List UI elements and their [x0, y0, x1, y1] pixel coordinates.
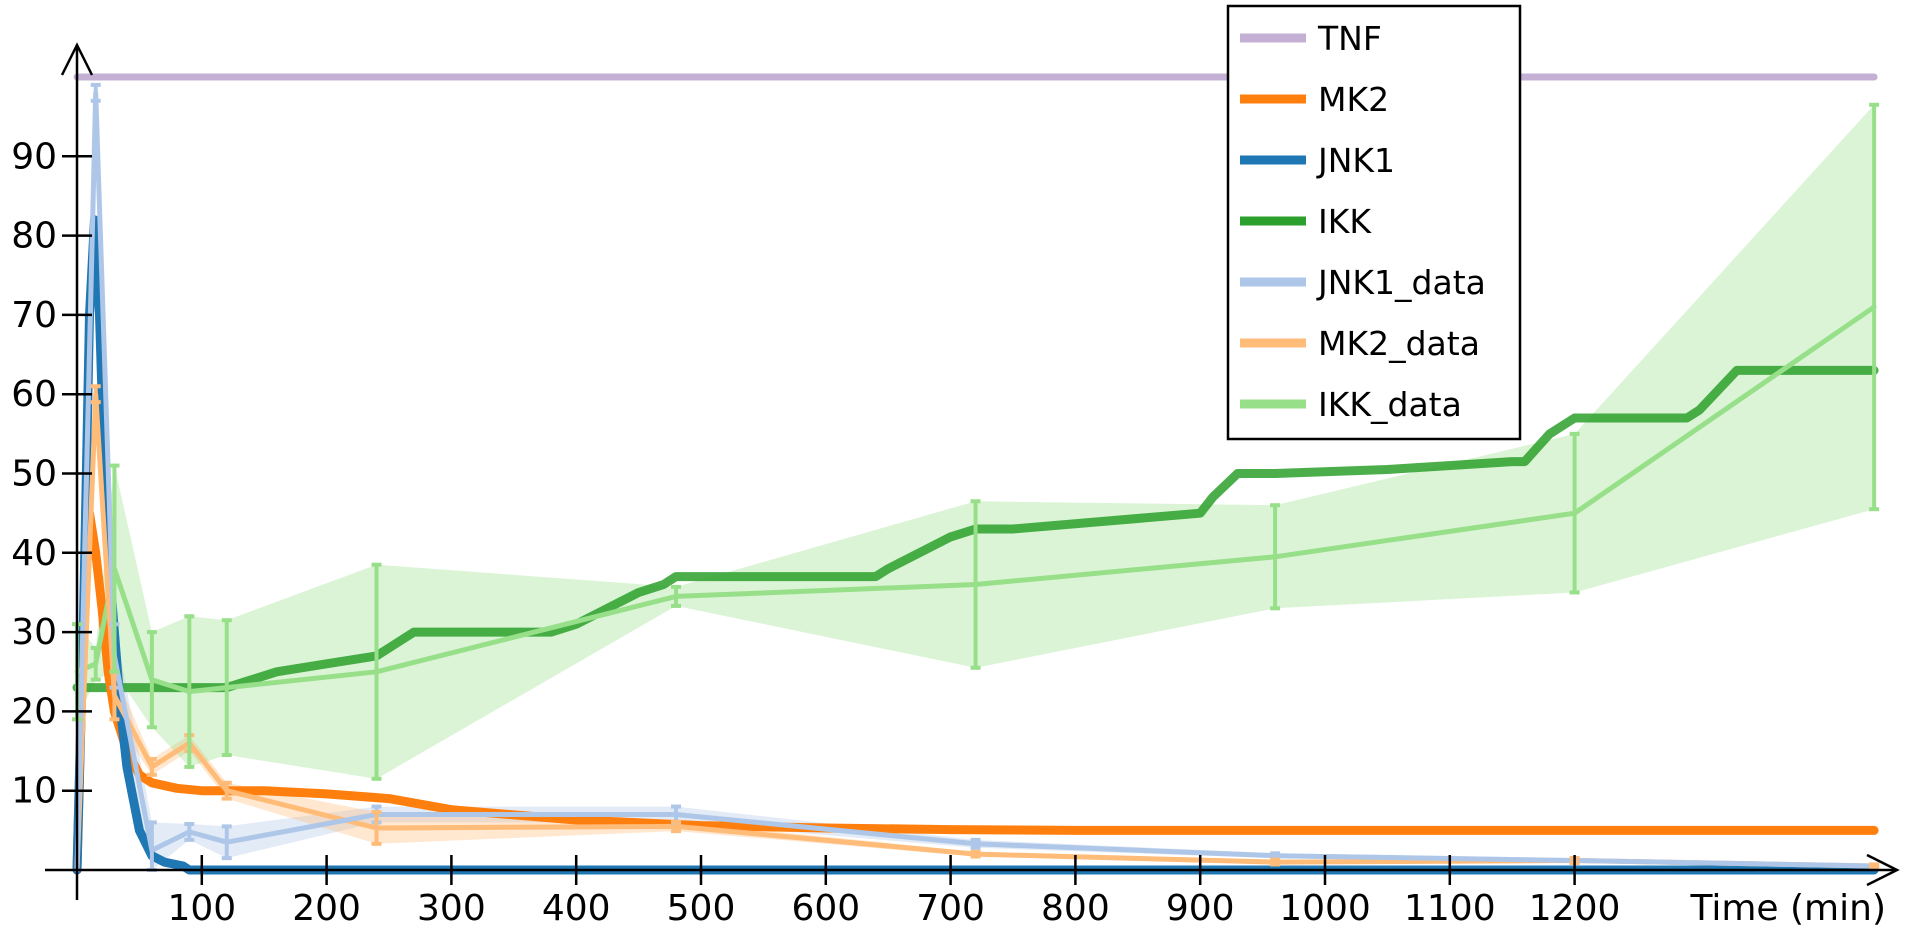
mk2-data-error-bar: [1869, 862, 1880, 870]
ikk-data-error-bar: [90, 645, 101, 682]
legend-label: MK2: [1318, 80, 1389, 119]
mk2-data-error-bar: [221, 780, 232, 801]
ikk-data-error-bar: [221, 618, 232, 758]
x-axis-arrow: [1866, 853, 1900, 887]
legend-label: TNF: [1317, 19, 1382, 58]
ikk-data-error-bar: [371, 562, 382, 781]
y-tick-label: 80: [11, 216, 57, 257]
legend-label: JNK1: [1316, 141, 1395, 180]
ikk-data-error-bar: [1569, 431, 1580, 595]
ikk-data-error-bar: [109, 463, 120, 674]
x-tick-label: 200: [292, 888, 361, 929]
ikk-data-error-bar: [970, 499, 981, 670]
x-tick-label: 1000: [1279, 888, 1371, 929]
mk2-data-error-bar: [146, 756, 157, 777]
legend-item-jnk1-data: JNK1_data: [1240, 263, 1486, 302]
legend-item-mk2: MK2: [1240, 80, 1389, 119]
ikk-data-error-bar: [146, 630, 157, 730]
x-axis-title: Time (min): [1689, 888, 1886, 929]
y-tick-label: 90: [11, 136, 57, 177]
error-bands: [77, 84, 1875, 870]
y-tick-label: 60: [11, 374, 57, 415]
y-tick-label: 70: [11, 295, 57, 336]
ikk-data-error-bar: [671, 584, 682, 608]
legend-label: IKK_data: [1318, 385, 1462, 424]
x-tick-label: 400: [542, 888, 611, 929]
x-tick-label: 900: [1166, 888, 1235, 929]
x-tick-label: 300: [417, 888, 486, 929]
jnk1-data-error-bar: [221, 824, 232, 861]
x-tick-label: 1200: [1529, 888, 1621, 929]
series-lines: [72, 73, 1879, 875]
ikk-data-error-bar: [1869, 102, 1880, 512]
x-tick-label: 100: [167, 888, 236, 929]
axes: 100 200 300 400 500 600 700 800 900 1000 1100 1200 1…: [11, 42, 1900, 929]
x-tick-label: 700: [916, 888, 985, 929]
y-tick-label: 50: [11, 454, 57, 495]
legend-item-tnf: TNF: [1240, 19, 1382, 58]
jnk1-data-error-bar: [90, 82, 101, 103]
legend-item-ikk-data: IKK_data: [1240, 385, 1462, 424]
x-tick-label: 800: [1041, 888, 1110, 929]
mk2-data-error-bar: [90, 384, 101, 405]
jnk1-data-error-bar: [184, 822, 195, 842]
jnk1-data-error-bar: [970, 837, 981, 850]
y-tick-label: 10: [11, 771, 57, 812]
y-tick-label: 30: [11, 612, 57, 653]
mk2-data-error-bar: [371, 810, 382, 846]
legend-item-mk2-data: MK2_data: [1240, 324, 1480, 363]
y-axis-arrow: [60, 42, 94, 76]
mk2-data-error-bar: [1270, 857, 1281, 867]
ikk-data-error-bar: [184, 614, 195, 769]
legend: TNF MK2 JNK1 IKK JNK1_data MK2_data IKK_data: [1226, 4, 1522, 441]
legend-item-ikk: IKK: [1240, 202, 1372, 241]
mk2-data-error-bar: [970, 849, 981, 859]
x-tick-label: 500: [667, 888, 736, 929]
mk2-data-error-bar: [671, 819, 682, 834]
x-tick-label: 1100: [1404, 888, 1496, 929]
legend-label: JNK1_data: [1316, 263, 1486, 302]
ikk-data-error-band: [77, 104, 1875, 779]
legend-label: IKK: [1318, 202, 1372, 241]
legend-item-jnk1: JNK1: [1240, 141, 1395, 180]
legend-label: MK2_data: [1318, 324, 1480, 363]
y-tick-label: 20: [11, 691, 57, 732]
ikk-data-error-bar: [1270, 503, 1281, 611]
y-tick-label: 40: [11, 533, 57, 574]
x-tick-label: 600: [791, 888, 860, 929]
